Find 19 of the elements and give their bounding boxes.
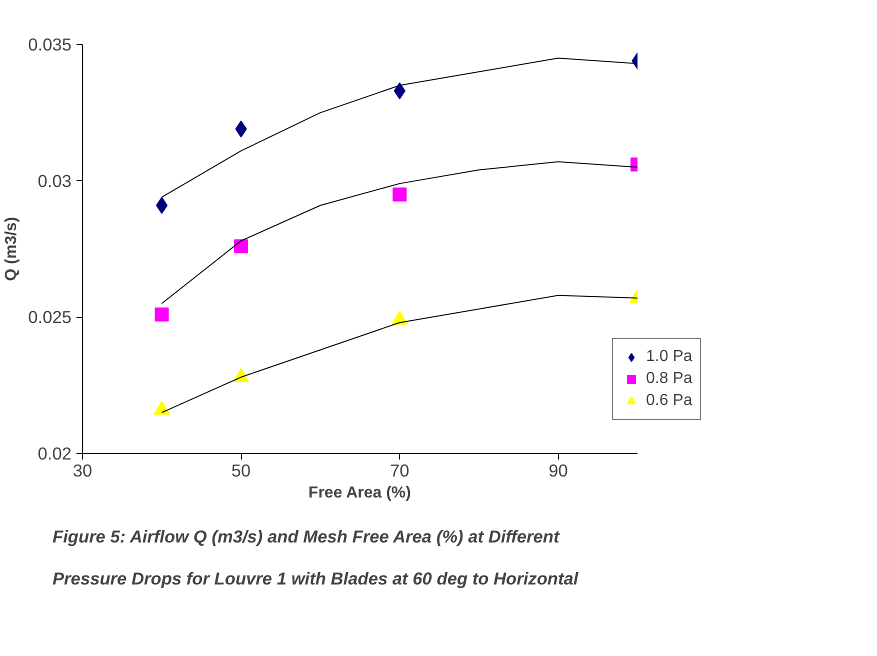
point (154, 400, 170, 415)
point (392, 187, 407, 202)
y-tick-label: 0.035 (28, 34, 72, 54)
point (234, 239, 248, 254)
y-tick-label: 0.02 (38, 444, 72, 464)
x-tick-label: 90 (548, 460, 568, 480)
x-axis-title: Free Area (%) (308, 484, 411, 502)
legend-label: 1.0 Pa (646, 348, 692, 366)
legend-label: 0.6 Pa (646, 392, 692, 410)
x-tick-label: 70 (390, 460, 410, 480)
point (156, 196, 168, 214)
y-axis-title: Q (m3/s) (3, 216, 20, 282)
y-tick-label: 0.025 (28, 307, 72, 328)
x-tick-label: 50 (231, 460, 251, 480)
legend-label: 0.8 Pa (646, 370, 692, 388)
point (154, 307, 169, 322)
y-tick-label: 0.03 (38, 170, 72, 191)
text: Figure 5: Airflow Q (m3/s) and Mesh Free Area (%) at Different Pressure Drops for Louvre 1 with Blades at 60 deg to Horizontal (52, 526, 578, 588)
x-tick-label: 30 (72, 460, 92, 480)
